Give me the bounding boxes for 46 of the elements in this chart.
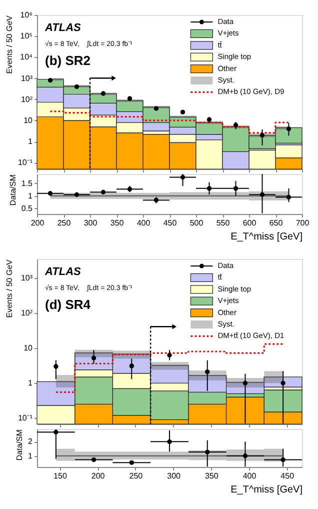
x-tick-label: 650 [269, 218, 284, 228]
y-axis-title: Data/SM [8, 174, 18, 206]
x-tick-label: 250 [57, 218, 72, 228]
x-tick-label: 350 [110, 218, 124, 228]
y-tick-label: 10 [24, 116, 34, 125]
y-tick-label: 1 [28, 191, 34, 200]
y-tick-label: 10² [20, 94, 33, 104]
x-tick-label: 400 [136, 218, 151, 228]
x-tick-label: 600 [242, 218, 257, 228]
x-tick-label: 700 [296, 218, 310, 228]
y-tick-label: 10² [20, 308, 33, 318]
x-tick-label: 250 [129, 472, 144, 480]
x-axis-title: E_T^miss [GeV] [230, 232, 303, 242]
y-axis-title: Events / 50 GeV [4, 14, 14, 74]
x-tick-label: 450 [280, 472, 295, 480]
y-tick-label: 2 [28, 437, 34, 446]
x-tick-label: 400 [242, 472, 257, 480]
y-tick-label: 1 [28, 451, 34, 460]
x-tick-label: 200 [30, 218, 45, 228]
annotation: ATLAS [44, 266, 82, 278]
x-tick-label: 550 [216, 218, 230, 228]
y-tick-label: 0.5 [21, 204, 34, 213]
y-tick-label: 10⁻¹ [18, 414, 33, 423]
x-tick-label: 300 [167, 472, 182, 480]
y-tick-label: 1.5 [21, 178, 34, 188]
y-tick-label: 10 [24, 344, 34, 353]
annotation: (b) SR2 [45, 53, 90, 68]
y-tick-label: 10⁶ [20, 10, 32, 20]
x-tick-label: 300 [84, 218, 98, 228]
y-axis-title: Events / 50 GeV [4, 258, 14, 318]
x-tick-label: 450 [163, 218, 178, 228]
annotation: ATLAS [44, 22, 82, 34]
y-tick-label: 1 [28, 137, 34, 146]
y-tick-label: 10³ [20, 274, 33, 283]
y-tick-label: 10⁵ [20, 32, 32, 41]
y-tick-label: 1 [28, 378, 34, 388]
x-tick-label: 500 [190, 218, 204, 228]
x-tick-label: 150 [54, 472, 68, 480]
x-tick-label: 200 [91, 472, 106, 480]
y-axis-title: Data/SM [15, 429, 24, 461]
y-tick-label: 10⁻¹ [18, 158, 33, 168]
y-tick-label: 10³ [20, 74, 33, 83]
x-tick-label: 350 [204, 472, 219, 480]
x-axis-title: E_T^miss [GeV] [230, 484, 303, 496]
annotation: (d) SR4 [45, 297, 92, 312]
y-tick-label: 10⁴ [20, 52, 34, 62]
